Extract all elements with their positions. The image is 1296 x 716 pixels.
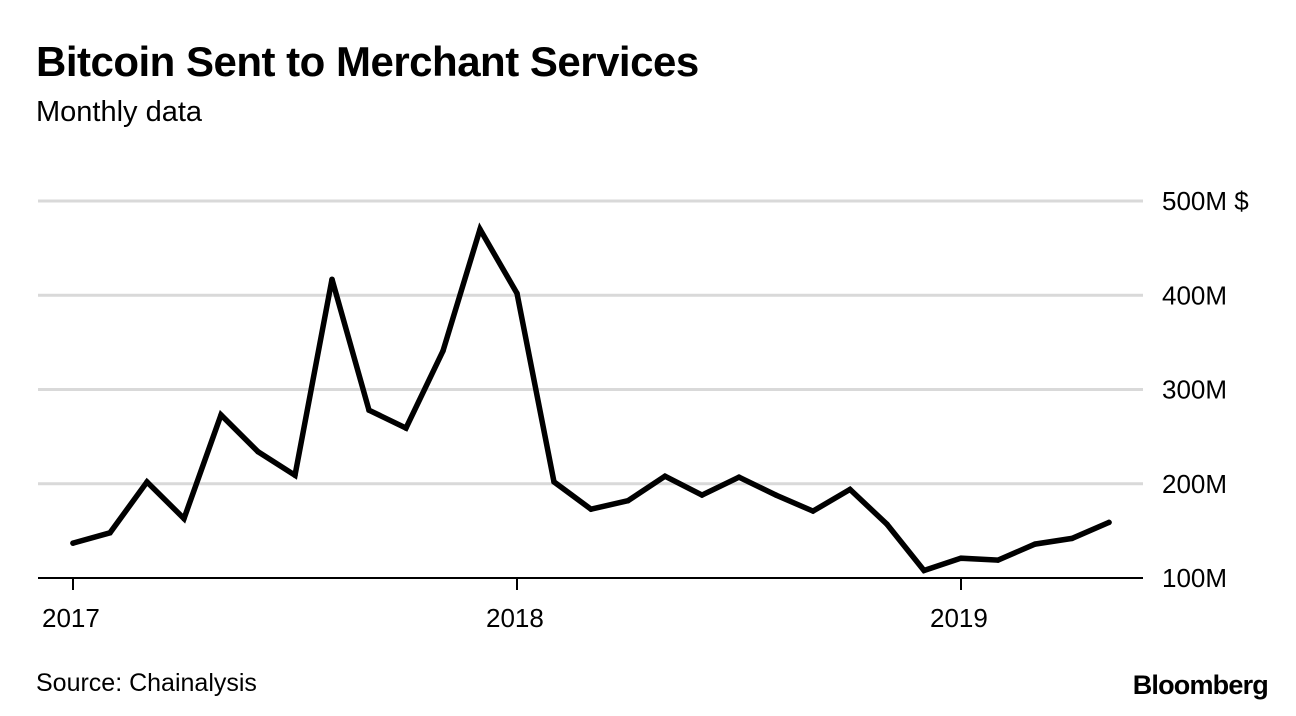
x-tick-label: 2019: [930, 603, 988, 633]
y-tick-label: 300M: [1162, 375, 1227, 405]
data-point: [514, 290, 520, 297]
data-point: [551, 479, 557, 485]
source-note: Source: Chainalysis: [36, 669, 257, 697]
y-tick-label: 500M $: [1162, 186, 1249, 216]
data-point: [329, 276, 335, 282]
data-point: [1106, 519, 1112, 526]
data-point: [921, 567, 927, 574]
data-point: [477, 226, 483, 233]
chart-subtitle: Monthly data: [36, 96, 203, 128]
data-point: [736, 474, 742, 480]
data-point: [1069, 535, 1075, 542]
x-axis-ticks: 2017 2018 2019: [42, 578, 988, 633]
data-point: [403, 425, 409, 431]
y-tick-label: 200M: [1162, 469, 1227, 499]
data-point: [292, 472, 298, 479]
data-point: [1032, 541, 1038, 547]
data-point: [181, 515, 187, 522]
data-point: [662, 473, 668, 479]
data-point: [107, 530, 113, 536]
series-line: [70, 222, 1112, 574]
x-tick-label: 2017: [42, 603, 100, 633]
data-point: [144, 479, 150, 485]
data-point: [847, 486, 853, 493]
y-tick-label: 400M: [1162, 280, 1227, 310]
data-point: [255, 448, 261, 455]
data-point: [958, 555, 964, 561]
data-point: [625, 497, 631, 504]
gridlines: [38, 199, 1143, 486]
y-tick-label: 100M: [1162, 563, 1227, 593]
data-point: [773, 492, 779, 498]
data-point: [218, 412, 224, 418]
data-point: [810, 508, 816, 514]
y-axis-ticks: 500M $ 400M 300M 200M 100M: [1162, 186, 1249, 593]
data-point: [699, 492, 705, 498]
data-point: [884, 521, 890, 528]
data-points: [70, 226, 1112, 574]
data-point: [70, 540, 76, 546]
chart-title: Bitcoin Sent to Merchant Services: [36, 38, 699, 85]
data-point: [440, 348, 446, 354]
data-point: [995, 557, 1001, 563]
bloomberg-logo: Bloomberg: [1132, 670, 1269, 700]
data-point: [588, 506, 594, 512]
data-point: [366, 407, 372, 413]
x-tick-label: 2018: [486, 603, 544, 633]
